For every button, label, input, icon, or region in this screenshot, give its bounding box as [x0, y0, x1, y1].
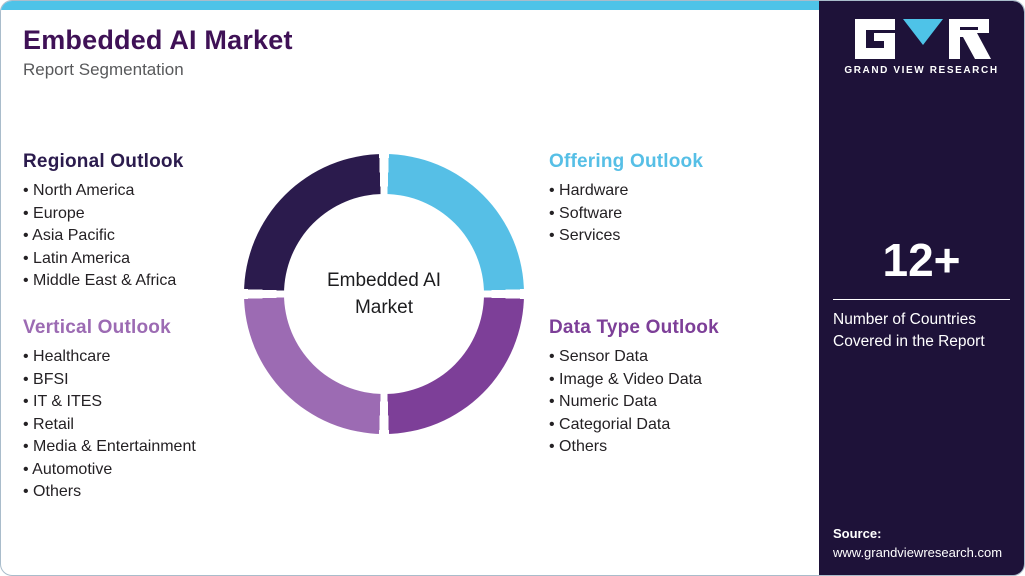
donut-chart: Embedded AI Market: [244, 154, 524, 434]
list-item: Hardware: [549, 180, 789, 203]
list-item: Others: [549, 436, 799, 459]
section-regional-title: Regional Outlook: [23, 151, 184, 172]
list-item: North America: [23, 180, 253, 203]
list-item: Others: [23, 481, 263, 504]
list-item: Services: [549, 225, 789, 248]
logo-letter-r: [948, 19, 991, 59]
donut-center: Embedded AI Market: [284, 194, 484, 394]
logo-letter-g: [854, 19, 895, 59]
list-item: Asia Pacific: [23, 225, 253, 248]
section-offering-list: HardwareSoftwareServices: [549, 180, 789, 248]
source-block: Source: www.grandviewresearch.com: [833, 524, 1018, 562]
section-vertical-outlook: Vertical Outlook HealthcareBFSIIT & ITES…: [23, 317, 263, 504]
list-item: Media & Entertainment: [23, 436, 263, 459]
logo-letter-v: [902, 19, 943, 45]
section-datatype-outlook: Data Type Outlook Sensor DataImage & Vid…: [549, 317, 799, 459]
list-item: BFSI: [23, 369, 263, 392]
list-item: Healthcare: [23, 346, 263, 369]
section-datatype-list: Sensor DataImage & Video DataNumeric Dat…: [549, 346, 799, 459]
list-item: Latin America: [23, 248, 253, 271]
stat-divider: [833, 299, 1010, 300]
section-offering-title: Offering Outlook: [549, 151, 704, 172]
list-item: Sensor Data: [549, 346, 799, 369]
list-item: Middle East & Africa: [23, 270, 253, 293]
page-title: Embedded AI Market: [23, 25, 293, 55]
section-regional-outlook: Regional Outlook North AmericaEuropeAsia…: [23, 151, 253, 293]
section-regional-list: North AmericaEuropeAsia PacificLatin Ame…: [23, 180, 253, 293]
list-item: Image & Video Data: [549, 369, 799, 392]
countries-stat-label: Number of Countries Covered in the Repor…: [833, 311, 985, 350]
top-accent-bar: [1, 1, 822, 10]
list-item: Europe: [23, 203, 253, 226]
section-vertical-list: HealthcareBFSIIT & ITESRetailMedia & Ent…: [23, 346, 263, 504]
list-item: Retail: [23, 414, 263, 437]
list-item: Automotive: [23, 459, 263, 482]
page-subtitle: Report Segmentation: [23, 60, 184, 79]
list-item: Categorial Data: [549, 414, 799, 437]
gvr-logo-icon: [854, 19, 991, 59]
sidebar: GRAND VIEW RESEARCH 12+ Number of Countr…: [819, 1, 1024, 575]
donut-center-label: Embedded AI Market: [326, 270, 442, 318]
section-vertical-title: Vertical Outlook: [23, 317, 171, 338]
gvr-logo: GRAND VIEW RESEARCH: [819, 19, 1024, 76]
source-label: Source:: [833, 526, 882, 541]
source-url: www.grandviewresearch.com: [833, 545, 1003, 560]
countries-stat-value: 12+: [882, 234, 961, 286]
list-item: Software: [549, 203, 789, 226]
section-datatype-title: Data Type Outlook: [549, 317, 719, 338]
section-offering-outlook: Offering Outlook HardwareSoftwareService…: [549, 151, 789, 248]
gvr-logo-text: GRAND VIEW RESEARCH: [844, 65, 999, 76]
list-item: IT & ITES: [23, 391, 263, 414]
list-item: Numeric Data: [549, 391, 799, 414]
